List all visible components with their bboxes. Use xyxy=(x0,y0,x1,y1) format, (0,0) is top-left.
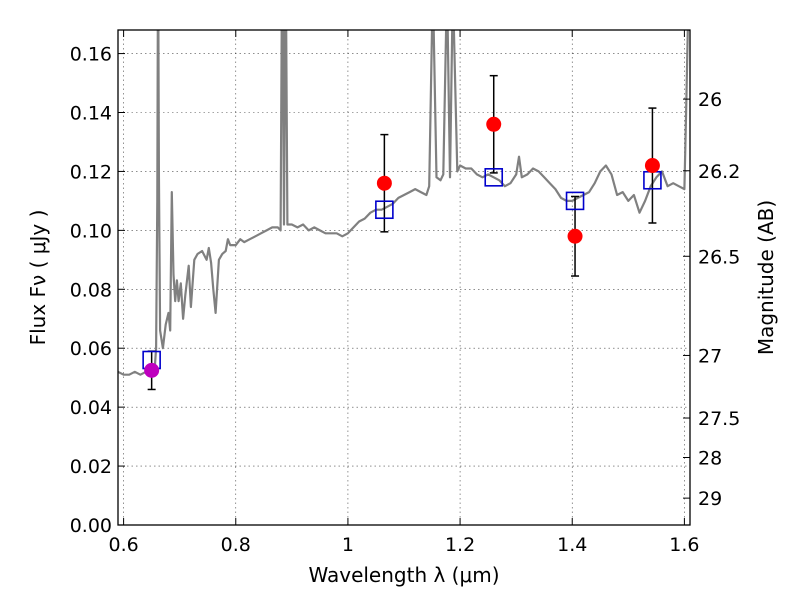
x-tick-label: 1.4 xyxy=(557,534,587,556)
data-layer xyxy=(118,30,690,391)
y-tick-label: 0.14 xyxy=(70,103,112,125)
model-spectrum-line xyxy=(118,30,690,376)
y-tick-label: 0.10 xyxy=(70,220,112,242)
y-tick-label: 0.16 xyxy=(70,44,112,66)
y-tick-label: 0.12 xyxy=(70,161,112,183)
right-tick-label: 26 xyxy=(698,89,722,111)
right-axis-title: Magnitude (AB) xyxy=(754,200,778,355)
right-tick-label: 27 xyxy=(698,345,722,367)
y-tick-label: 0.04 xyxy=(70,397,112,419)
y-tick-label: 0.02 xyxy=(70,456,112,478)
observed-flux-point xyxy=(376,175,392,191)
observed-flux-point xyxy=(644,158,660,174)
axes-frame xyxy=(117,29,691,526)
right-tick-label: 29 xyxy=(698,488,722,510)
observed-flux-point xyxy=(486,116,502,132)
right-tick-label: 28 xyxy=(698,448,722,470)
model-photometry-square xyxy=(565,191,585,211)
x-tick-label: 1 xyxy=(342,534,354,556)
x-tick-label: 1.6 xyxy=(669,534,699,556)
y-axis-title: Flux Fν ( μJy ) xyxy=(26,210,50,346)
x-tick-label: 0.8 xyxy=(221,534,251,556)
observed-flux-point xyxy=(567,228,583,244)
model-photometry-square xyxy=(375,200,394,220)
model-photometry-square xyxy=(484,168,504,187)
x-tick-label: 1.2 xyxy=(445,534,475,556)
x-axis-title: Wavelength λ (μm) xyxy=(308,563,499,587)
right-tick-label: 27.5 xyxy=(698,408,740,430)
ticks: 0.6 0.8 1 1.2 1.4 1.6 0.00 0.02 0.04 0.06 0.08 0.10… xyxy=(70,30,740,556)
right-tick-label: 26.5 xyxy=(698,246,740,268)
y-tick-label: 0.06 xyxy=(70,338,112,360)
grid xyxy=(118,30,690,526)
y-tick-label: 0.00 xyxy=(70,515,112,537)
y-tick-label: 0.08 xyxy=(70,279,112,301)
right-tick-label: 26.2 xyxy=(698,161,740,183)
observed-flux-point xyxy=(144,362,160,378)
x-tick-label: 0.6 xyxy=(108,534,138,556)
